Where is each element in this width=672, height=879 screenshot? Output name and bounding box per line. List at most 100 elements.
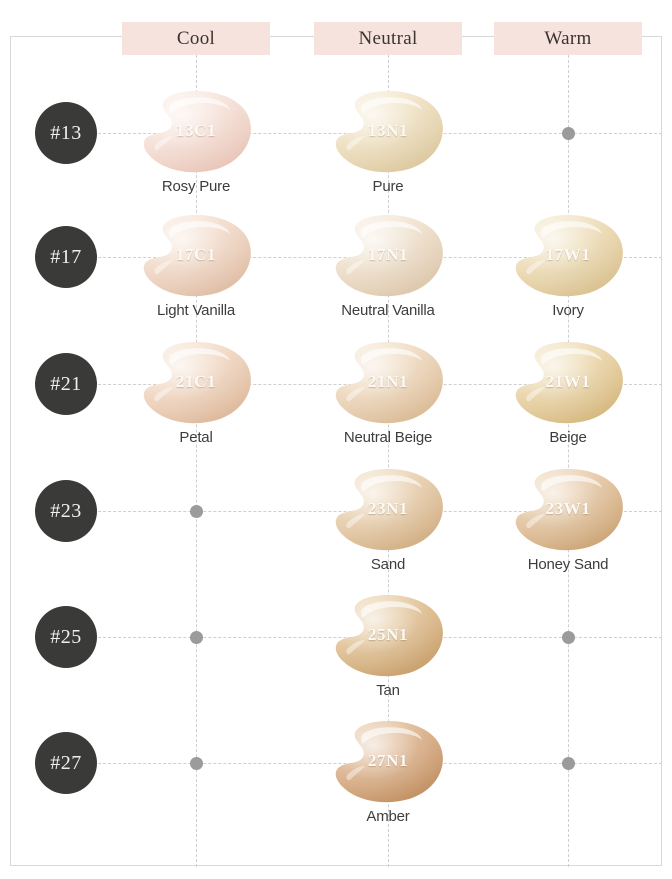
swatch-droplet: 13N1: [329, 89, 447, 173]
shade-swatch-17c1[interactable]: 17C1 Light Vanilla: [121, 213, 271, 319]
droplet-gloss-highlight: [361, 97, 422, 114]
swatch-name-label: Rosy Pure: [161, 178, 231, 195]
droplet-shape-icon: [335, 342, 443, 424]
swatch-droplet: 17N1: [329, 213, 447, 297]
swatch-droplet: 23W1: [509, 467, 627, 551]
swatch-name-label: Tan: [376, 682, 400, 699]
swatch-droplet: 21C1: [137, 340, 255, 424]
droplet-gloss-highlight: [169, 221, 230, 238]
swatch-name-label: Pure: [372, 178, 404, 195]
swatch-droplet: 17W1: [509, 213, 627, 297]
column-header-label: Neutral: [358, 27, 418, 49]
empty-shade-dot-27-warm: [561, 756, 575, 770]
droplet-notch-shine: [526, 514, 545, 529]
column-header-cool: Cool: [122, 22, 270, 55]
swatch-name-label: Neutral Beige: [343, 429, 433, 446]
row-badge-27[interactable]: #27: [35, 732, 97, 794]
column-header-neutral: Neutral: [314, 22, 462, 55]
shade-swatch-27n1[interactable]: 27N1 Amber: [313, 719, 463, 825]
droplet-notch-shine: [346, 136, 365, 151]
droplet-notch-shine: [346, 260, 365, 275]
grid-line-vertical-neutral: [388, 55, 389, 867]
empty-shade-dot-25-cool: [189, 630, 203, 644]
droplet-gloss-highlight: [361, 348, 422, 365]
empty-shade-dot-25-warm: [561, 630, 575, 644]
swatch-droplet: 25N1: [329, 593, 447, 677]
droplet-gloss-highlight: [541, 221, 602, 238]
droplet-shape-icon: [335, 721, 443, 803]
swatch-droplet: 21N1: [329, 340, 447, 424]
shade-swatch-13n1[interactable]: 13N1 Pure: [313, 89, 463, 195]
shade-swatch-25n1[interactable]: 25N1 Tan: [313, 593, 463, 699]
row-badge-17[interactable]: #17: [35, 226, 97, 288]
row-badge-label: #27: [50, 751, 82, 774]
row-badge-label: #13: [50, 121, 82, 144]
swatch-name-label: Petal: [179, 429, 213, 446]
droplet-gloss-highlight: [361, 601, 422, 618]
droplet-gloss-highlight: [541, 348, 602, 365]
grid-line-vertical-cool: [196, 55, 197, 867]
droplet-shape-icon: [335, 215, 443, 297]
droplet-notch-shine: [526, 387, 545, 402]
empty-shade-dot-13-warm: [561, 126, 575, 140]
swatch-name-label: Sand: [370, 556, 406, 573]
droplet-gloss-highlight: [169, 348, 230, 365]
row-badge-23[interactable]: #23: [35, 480, 97, 542]
droplet-shape-icon: [515, 215, 623, 297]
droplet-notch-shine: [154, 136, 173, 151]
droplet-shape-icon: [143, 215, 251, 297]
swatch-droplet: 27N1: [329, 719, 447, 803]
droplet-gloss-highlight: [541, 475, 602, 492]
droplet-gloss-highlight: [361, 475, 422, 492]
row-badge-25[interactable]: #25: [35, 606, 97, 668]
droplet-notch-shine: [526, 260, 545, 275]
empty-shade-dot-23-cool: [189, 504, 203, 518]
shade-swatch-13c1[interactable]: 13C1 Rosy Pure: [121, 89, 271, 195]
shade-swatch-21c1[interactable]: 21C1 Petal: [121, 340, 271, 446]
droplet-shape-icon: [515, 469, 623, 551]
droplet-shape-icon: [335, 91, 443, 173]
droplet-notch-shine: [346, 387, 365, 402]
shade-swatch-17w1[interactable]: 17W1 Ivory: [493, 213, 643, 319]
droplet-gloss-highlight: [361, 727, 422, 744]
shade-swatch-21w1[interactable]: 21W1 Beige: [493, 340, 643, 446]
droplet-notch-shine: [346, 640, 365, 655]
row-badge-label: #23: [50, 499, 82, 522]
swatch-name-label: Amber: [366, 808, 410, 825]
swatch-name-label: Beige: [549, 429, 587, 446]
row-badge-label: #25: [50, 625, 82, 648]
swatch-droplet: 23N1: [329, 467, 447, 551]
swatch-droplet: 17C1: [137, 213, 255, 297]
droplet-notch-shine: [346, 766, 365, 781]
empty-shade-dot-27-cool: [189, 756, 203, 770]
shade-swatch-23n1[interactable]: 23N1 Sand: [313, 467, 463, 573]
swatch-droplet: 13C1: [137, 89, 255, 173]
row-badge-21[interactable]: #21: [35, 353, 97, 415]
shade-swatch-23w1[interactable]: 23W1 Honey Sand: [493, 467, 643, 573]
droplet-shape-icon: [143, 342, 251, 424]
row-badge-label: #17: [50, 245, 82, 268]
column-header-warm: Warm: [494, 22, 642, 55]
droplet-notch-shine: [346, 514, 365, 529]
shade-swatch-21n1[interactable]: 21N1 Neutral Beige: [313, 340, 463, 446]
swatch-name-label: Honey Sand: [527, 556, 609, 573]
droplet-shape-icon: [335, 595, 443, 677]
droplet-shape-icon: [515, 342, 623, 424]
droplet-notch-shine: [154, 260, 173, 275]
column-header-label: Cool: [176, 27, 216, 49]
grid-line-vertical-warm: [568, 55, 569, 867]
droplet-gloss-highlight: [169, 97, 230, 114]
row-badge-13[interactable]: #13: [35, 102, 97, 164]
swatch-droplet: 21W1: [509, 340, 627, 424]
droplet-notch-shine: [154, 387, 173, 402]
swatch-name-label: Ivory: [552, 302, 584, 319]
droplet-shape-icon: [335, 469, 443, 551]
droplet-shape-icon: [143, 91, 251, 173]
droplet-gloss-highlight: [361, 221, 422, 238]
swatch-name-label: Neutral Vanilla: [341, 302, 435, 319]
swatch-name-label: Light Vanilla: [156, 302, 235, 319]
row-badge-label: #21: [50, 372, 82, 395]
shade-swatch-17n1[interactable]: 17N1 Neutral Vanilla: [313, 213, 463, 319]
column-header-label: Warm: [544, 27, 592, 49]
